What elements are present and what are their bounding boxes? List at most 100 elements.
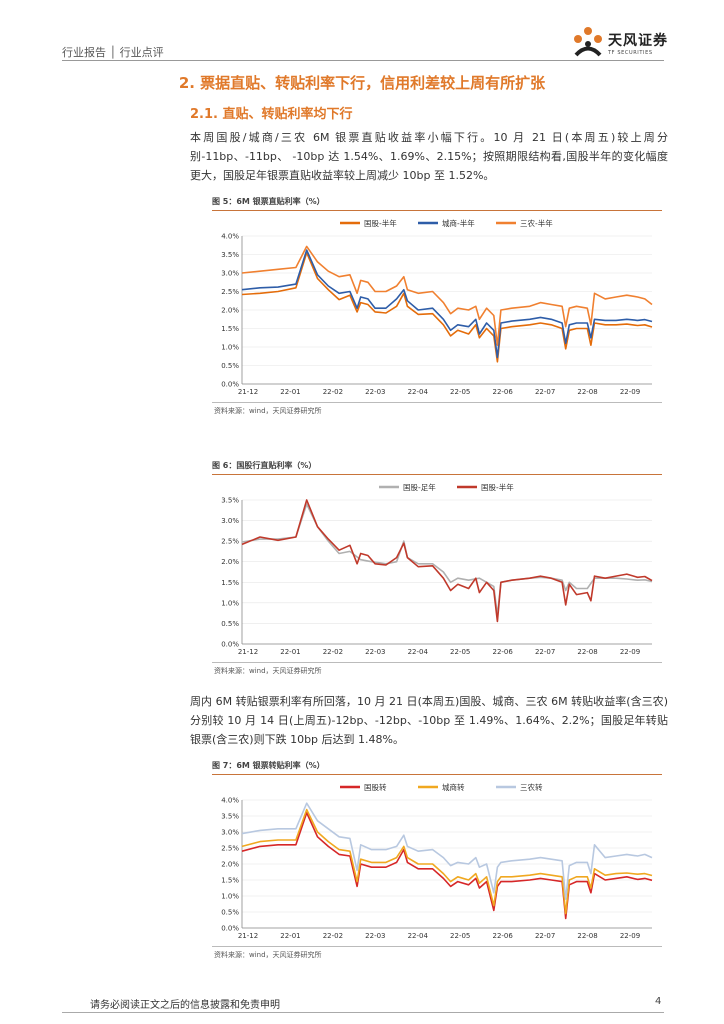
x-tick-label: 21-12 — [238, 648, 258, 656]
x-tick-label: 22-08 — [577, 648, 597, 656]
y-tick-label: 3.0% — [221, 517, 239, 525]
x-tick-label: 21-12 — [238, 388, 258, 396]
y-tick-label: 2.0% — [221, 861, 239, 869]
legend-item: 国股-半年 — [340, 218, 397, 228]
paragraph-direct-rates: 本周国股/城商/三农 6M 银票直贴收益率小幅下行。10 月 21 日(本周五)… — [190, 131, 668, 182]
x-tick-label: 22-06 — [492, 932, 513, 940]
y-tick-label: 2.0% — [221, 307, 239, 315]
legend-label: 国股-半年 — [481, 482, 514, 492]
legend-item: 三农-半年 — [496, 218, 553, 228]
figure-bottom-rule — [212, 946, 662, 947]
header-divider — [62, 60, 664, 61]
x-tick-label: 22-03 — [365, 648, 385, 656]
y-tick-label: 0.0% — [221, 925, 239, 933]
y-tick-label: 0.0% — [221, 641, 239, 649]
series-line — [241, 808, 653, 915]
paragraph-transfer-rates: 周内 6M 转贴银票利率有所回落，10 月 21 日(本周五)国股、城商、三农 … — [190, 695, 668, 746]
x-tick-label: 22-05 — [450, 932, 470, 940]
footer-divider — [62, 1012, 664, 1013]
y-tick-label: 2.0% — [221, 558, 239, 566]
section-subtitle: 2.1. 直贴、转贴利率均下行 — [190, 107, 353, 122]
series-line — [241, 499, 653, 623]
series-line — [241, 251, 653, 363]
figure-source: 资料来源：wind，天风证券研究所 — [214, 667, 322, 675]
x-tick-label: 22-09 — [620, 932, 640, 940]
legend-item: 三农转 — [496, 782, 543, 792]
x-tick-label: 22-04 — [408, 388, 429, 396]
figure-top-rule — [212, 210, 662, 211]
y-tick-label: 1.0% — [221, 599, 239, 607]
legend-label: 三农-半年 — [520, 218, 553, 228]
x-tick-label: 22-04 — [408, 648, 429, 656]
brand-logo — [568, 22, 668, 62]
x-tick-label: 22-01 — [280, 388, 300, 396]
y-tick-label: 1.0% — [221, 344, 239, 352]
x-tick-label: 22-05 — [450, 648, 470, 656]
y-tick-label: 2.5% — [221, 538, 239, 546]
series-line — [241, 802, 653, 900]
y-tick-label: 4.0% — [221, 797, 239, 805]
chart-state-bank-direct-rate: 国股-足年 国股-半年 0.0% 0.5% 1.0% 1.5% 2.0% 2.5% 3.0% 3.… — [221, 482, 653, 656]
legend-item: 城商转 — [418, 782, 465, 792]
figure-source: 资料来源：wind，天风证券研究所 — [214, 951, 322, 959]
x-tick-label: 22-03 — [365, 388, 385, 396]
figure-top-rule — [212, 474, 662, 475]
x-tick-label: 22-03 — [365, 932, 385, 940]
legend-item: 城商-半年 — [418, 218, 475, 228]
y-tick-label: 1.5% — [221, 325, 239, 333]
breadcrumb: 行业报告 │ 行业点评 — [62, 46, 164, 59]
figure-title: 图 6：国股行直贴利率（%） — [212, 461, 317, 470]
x-tick-label: 22-09 — [620, 388, 640, 396]
x-tick-label: 22-02 — [323, 388, 343, 396]
y-tick-label: 0.5% — [221, 620, 239, 628]
legend-label: 国股-足年 — [403, 482, 436, 492]
series-line — [241, 503, 653, 616]
x-tick-label: 22-01 — [280, 648, 300, 656]
x-tick-label: 22-09 — [620, 648, 640, 656]
page-number: 4 — [655, 996, 662, 1007]
x-tick-label: 22-01 — [280, 932, 300, 940]
section-title: 2. 票据直贴、转贴利率下行，信用利差较上周有所扩张 — [178, 74, 546, 92]
x-tick-label: 22-02 — [323, 648, 343, 656]
legend-label: 城商转 — [442, 782, 465, 792]
logo-name-cn: 天风证券 — [608, 33, 668, 49]
figure-top-rule — [212, 774, 662, 775]
y-tick-label: 3.5% — [221, 813, 239, 821]
y-tick-label: 3.0% — [221, 270, 239, 278]
x-tick-label: 22-02 — [323, 932, 343, 940]
figure-source: 资料来源：wind，天风证券研究所 — [214, 407, 322, 415]
y-tick-label: 4.0% — [221, 233, 239, 241]
x-tick-label: 22-08 — [577, 932, 597, 940]
legend-label: 城商-半年 — [442, 218, 475, 228]
footer-disclaimer: 请务必阅读正文之后的信息披露和免责申明 — [90, 1000, 280, 1011]
y-tick-label: 3.0% — [221, 829, 239, 837]
y-tick-label: 2.5% — [221, 288, 239, 296]
figure-title: 图 7：6M 银票转贴利率（%） — [212, 761, 325, 770]
y-tick-label: 0.5% — [221, 362, 239, 370]
y-tick-label: 1.5% — [221, 877, 239, 885]
series-line — [241, 245, 653, 346]
y-tick-label: 3.5% — [221, 497, 239, 505]
y-tick-label: 1.5% — [221, 579, 239, 587]
series-line — [241, 249, 653, 359]
figure-bottom-rule — [212, 662, 662, 663]
y-tick-label: 2.5% — [221, 845, 239, 853]
logo-mark-icon — [574, 27, 602, 57]
figure-title: 图 5：6M 银票直贴利率（%） — [212, 197, 325, 206]
x-tick-label: 22-06 — [492, 388, 513, 396]
x-tick-label: 22-07 — [535, 388, 555, 396]
legend-label: 三农转 — [520, 782, 543, 792]
x-tick-label: 22-08 — [577, 388, 597, 396]
x-tick-label: 21-12 — [238, 932, 258, 940]
series-line — [241, 812, 653, 920]
legend-item: 国股-半年 — [457, 482, 514, 492]
y-tick-label: 3.5% — [221, 251, 239, 259]
x-tick-label: 22-04 — [408, 932, 429, 940]
figure-bottom-rule — [212, 402, 662, 403]
legend-label: 国股-半年 — [364, 218, 397, 228]
legend-label: 国股转 — [364, 782, 387, 792]
logo-name-en: TF SECURITIES — [608, 50, 653, 56]
y-tick-label: 1.0% — [221, 893, 239, 901]
y-tick-label: 0.5% — [221, 909, 239, 917]
x-tick-label: 22-06 — [492, 648, 513, 656]
